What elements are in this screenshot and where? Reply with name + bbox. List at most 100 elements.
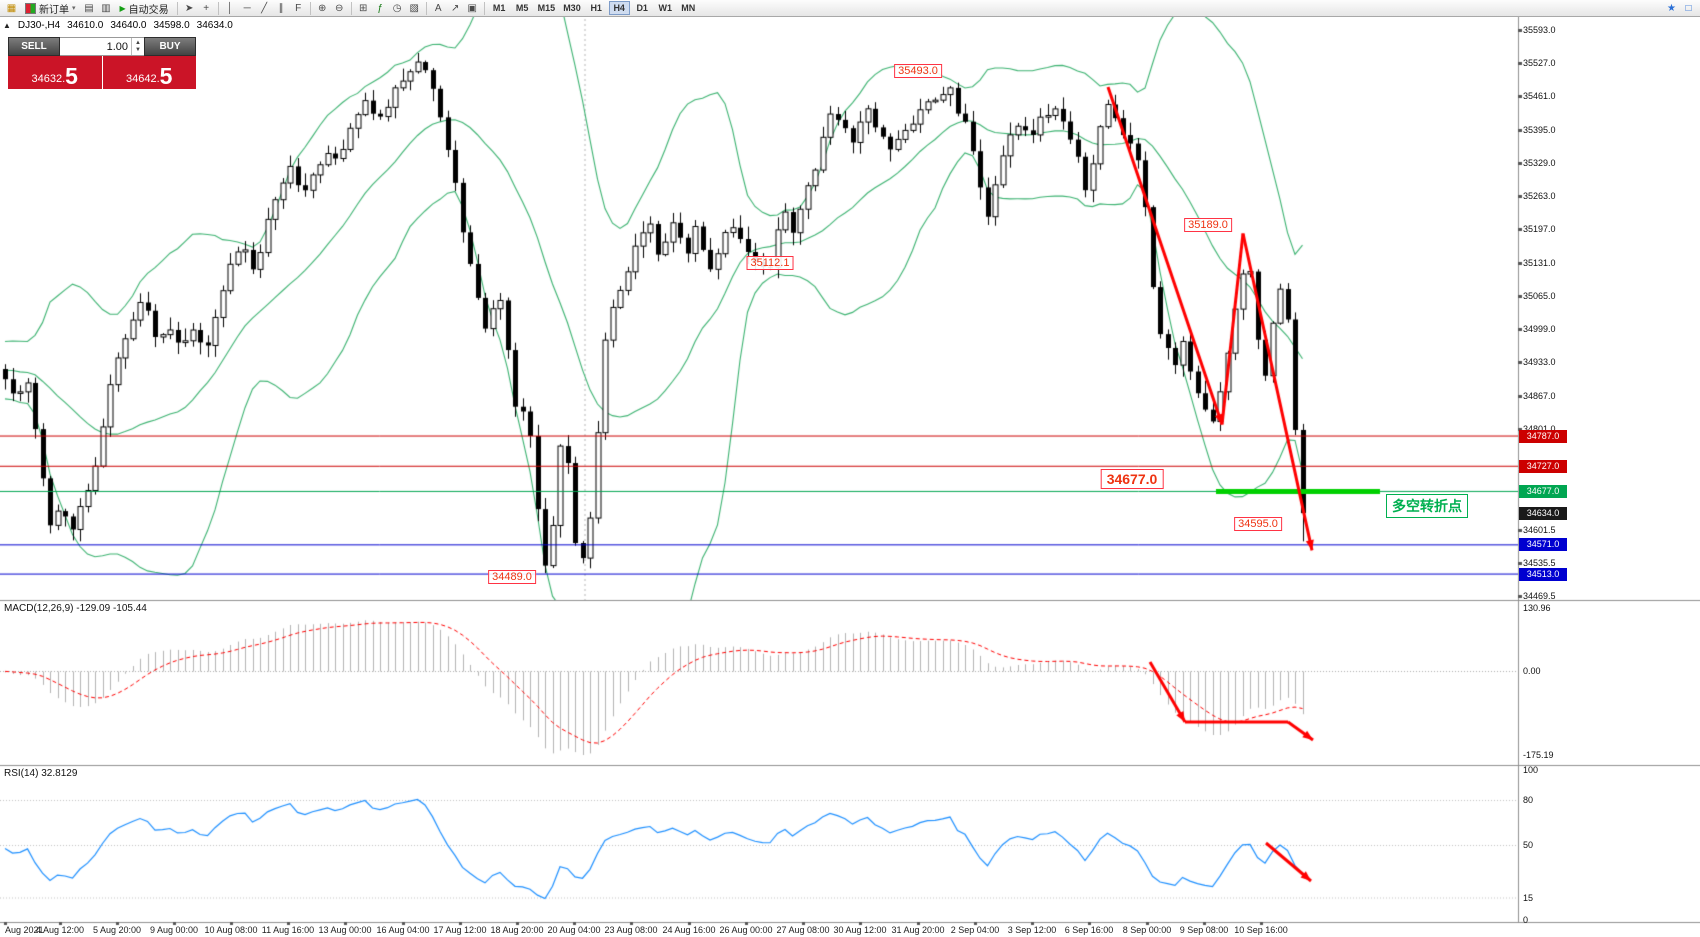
zoom-out-icon[interactable]: ⊖ <box>334 2 344 14</box>
fibonacci-icon[interactable]: F <box>295 2 302 14</box>
zoom-in-icon[interactable]: ⊕ <box>317 2 327 14</box>
tile-windows-icon[interactable]: ⊞ <box>358 2 368 14</box>
new-order-label: 新订单 <box>39 4 69 16</box>
time-axis-label: 18 Aug 20:00 <box>490 925 544 935</box>
time-axis-label: 13 Aug 00:00 <box>318 925 372 935</box>
templates-icon[interactable]: ▧ <box>409 2 419 14</box>
timeframe-d1[interactable]: D1 <box>632 1 653 15</box>
timeframe-m5[interactable]: M5 <box>512 1 533 15</box>
toolbar-separator <box>350 1 352 15</box>
price-annotation[interactable]: 34677.0 <box>1100 469 1164 490</box>
price-annotation[interactable]: 34489.0 <box>488 570 536 585</box>
vertical-line-icon[interactable]: │ <box>227 2 234 14</box>
horizontal-line-icon[interactable]: ─ <box>243 2 251 14</box>
price-scale-tick: 34801.0 <box>1523 424 1556 434</box>
toolbar-separator <box>217 1 219 15</box>
main-toolbar: ▦ 新订单 ▾ ▤ ▥ ▶ 自动交易 ➤ + │ ─ ╱ ∥ F ⊕ ⊖ ⊞ ƒ… <box>0 0 1700 17</box>
text-label-icon[interactable]: A <box>434 2 442 14</box>
time-axis-label: 23 Aug 08:00 <box>604 925 658 935</box>
macd-indicator-label: MACD(12,26,9) -129.09 -105.44 <box>4 603 147 614</box>
ohlc-open: 34610.0 <box>67 20 104 31</box>
ohlc-close: 34634.0 <box>196 20 233 31</box>
price-scale-tick: 35395.0 <box>1523 124 1556 135</box>
volume-down-icon[interactable]: ▼ <box>135 46 141 53</box>
chart-properties-icon[interactable]: ▣ <box>467 2 477 14</box>
ohlc-low: 34598.0 <box>153 20 190 31</box>
chart-area: ▲ DJ30-,H4 34610.0 34640.0 34598.0 34634… <box>0 17 1700 937</box>
volume-spinner: ▲ ▼ <box>131 38 144 55</box>
indicators-icon[interactable]: ƒ <box>377 2 383 14</box>
timeframe-mn[interactable]: MN <box>678 1 699 15</box>
new-order-button[interactable]: 新订单 ▾ <box>20 1 81 16</box>
sell-price-big: 5 <box>65 63 78 89</box>
time-axis-label: 17 Aug 12:00 <box>433 925 487 935</box>
buy-price-small: 34642. <box>126 73 160 85</box>
toolbar-separator <box>483 1 485 15</box>
time-axis-label: 24 Aug 16:00 <box>662 925 716 935</box>
timeframe-m1[interactable]: M1 <box>489 1 510 15</box>
price-annotation[interactable]: 34595.0 <box>1234 516 1282 531</box>
price-line-label: 34787.0 <box>1519 429 1567 443</box>
time-axis-label: 8 Sep 00:00 <box>1122 925 1172 935</box>
one-click-row: SELL ▲ ▼ BUY <box>8 37 196 56</box>
chart-window-icon[interactable]: ▦ <box>6 2 17 14</box>
rsi-scale-tick: 100 <box>1523 765 1539 775</box>
buy-price-big: 5 <box>159 63 173 89</box>
new-order-icon <box>25 2 36 14</box>
price-line-label: 34571.0 <box>1519 538 1567 552</box>
rsi-indicator-label: RSI(14) 32.8129 <box>4 768 78 779</box>
trendline-icon[interactable]: ╱ <box>261 2 268 14</box>
price-annotation[interactable]: 35112.1 <box>746 256 794 271</box>
volume-input[interactable] <box>60 38 131 55</box>
auto-trading-button[interactable]: ▶ 自动交易 <box>115 1 174 16</box>
one-click-trading-panel: SELL ▲ ▼ BUY 34632. 5 34642. 5 <box>8 37 196 89</box>
price-scale-tick: 34469.5 <box>1523 591 1556 601</box>
turning-point-annotation[interactable]: 多空转折点 <box>1386 494 1468 518</box>
buy-button[interactable]: BUY <box>144 37 196 56</box>
time-axis-label: 6 Sep 16:00 <box>1064 925 1114 935</box>
timeframe-h1[interactable]: H1 <box>586 1 607 15</box>
price-scale-tick: 35593.0 <box>1523 25 1556 35</box>
volume-field[interactable]: ▲ ▼ <box>60 37 144 56</box>
time-axis-label: 16 Aug 04:00 <box>376 925 430 935</box>
macd-scale-tick: 0.00 <box>1523 666 1541 676</box>
price-annotation[interactable]: 35493.0 <box>894 64 942 79</box>
macd-scale-tick: -175.19 <box>1523 750 1554 761</box>
chevron-down-icon: ▾ <box>72 5 76 12</box>
time-axis-label: 20 Aug 04:00 <box>547 925 601 935</box>
charts-icon[interactable]: ▤ <box>84 2 94 14</box>
ohlc-high: 34640.0 <box>110 20 147 31</box>
price-annotation[interactable]: 35189.0 <box>1184 217 1232 232</box>
timeframe-h4[interactable]: H4 <box>608 1 630 15</box>
timeframe-toolbar: M1 M5 M15 M30 H1 H4 D1 W1 MN <box>488 1 700 15</box>
volume-up-icon[interactable]: ▲ <box>135 39 141 46</box>
macd-scale-tick: 130.96 <box>1523 603 1551 613</box>
favorites-icon[interactable]: ★ <box>1667 2 1676 14</box>
time-axis-label: 9 Aug 00:00 <box>149 925 199 935</box>
arrow-objects-icon[interactable]: ↗ <box>450 2 460 14</box>
time-axis-label: 10 Aug 08:00 <box>204 925 258 935</box>
price-scale-tick: 34601.5 <box>1523 524 1556 535</box>
price-chart-canvas[interactable] <box>0 17 1700 937</box>
crosshair-icon[interactable]: + <box>203 2 210 14</box>
rsi-scale-tick: 50 <box>1523 840 1534 850</box>
sell-button[interactable]: SELL <box>8 37 60 56</box>
profiles-icon[interactable]: ▥ <box>101 2 111 14</box>
time-axis-label: 2 Sep 04:00 <box>950 925 1000 935</box>
timeframe-m15[interactable]: M15 <box>535 1 559 15</box>
timeframe-w1[interactable]: W1 <box>655 1 676 15</box>
price-scale-tick: 35329.0 <box>1523 157 1556 168</box>
price-scale-tick: 35263.0 <box>1523 191 1556 202</box>
periods-icon[interactable]: ◷ <box>392 2 402 14</box>
price-scale-tick: 34933.0 <box>1523 357 1556 368</box>
new-window-icon[interactable]: □ <box>1685 2 1692 14</box>
timeframe-m30[interactable]: M30 <box>560 1 584 15</box>
rsi-scale-tick: 80 <box>1523 795 1534 805</box>
time-axis-label: 30 Aug 12:00 <box>833 925 887 935</box>
toolbar-separator <box>425 1 427 15</box>
one-click-collapse-icon[interactable]: ▲ <box>3 21 11 30</box>
sell-price[interactable]: 34632. 5 <box>8 56 102 89</box>
cursor-icon[interactable]: ➤ <box>184 2 194 14</box>
buy-price[interactable]: 34642. 5 <box>102 56 196 89</box>
channel-icon[interactable]: ∥ <box>278 2 284 14</box>
